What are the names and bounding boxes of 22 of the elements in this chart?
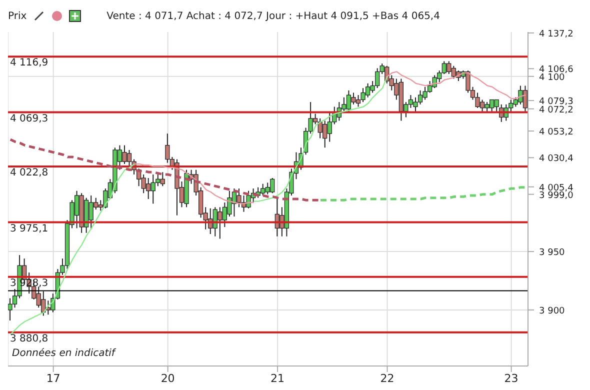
ref-line-label: 3 975,1 [10, 223, 48, 234]
chart-title: Vente : 4 071,7 Achat : 4 072,7 Jour : +Haut 4 091,5 +Bas 4 065,4 [106, 10, 440, 22]
ref-line-label: 3 880,8 [10, 333, 48, 344]
y-tick-label: 4 072,2 [539, 105, 574, 116]
ref-line-label: 4 022,8 [10, 168, 48, 179]
ref-line-label: 4 116,9 [10, 58, 48, 69]
y-tick-label: 3 900 [539, 306, 566, 316]
y-axis-title: Prix [8, 10, 27, 22]
line-series [319, 186, 527, 202]
y-tick-label: 4 137,2 [539, 29, 574, 40]
y-tick-label: 3 950 [539, 248, 566, 258]
y-tick-label: 4 053,2 [539, 128, 574, 138]
ref-line-label: 4 069,3 [10, 113, 48, 124]
x-tick-label: 23 [504, 372, 518, 385]
y-tick-label: 3 999,0 [539, 190, 574, 201]
y-tick-label: 4 030,4 [539, 154, 574, 164]
x-tick-label: 17 [46, 372, 60, 385]
y-tick-label: 4 100 [539, 72, 566, 83]
x-tick-label: 21 [270, 372, 285, 385]
x-tick-label: 20 [160, 372, 175, 385]
annotation: Données en indicatif [12, 348, 115, 359]
x-tick-label: 22 [380, 372, 394, 385]
